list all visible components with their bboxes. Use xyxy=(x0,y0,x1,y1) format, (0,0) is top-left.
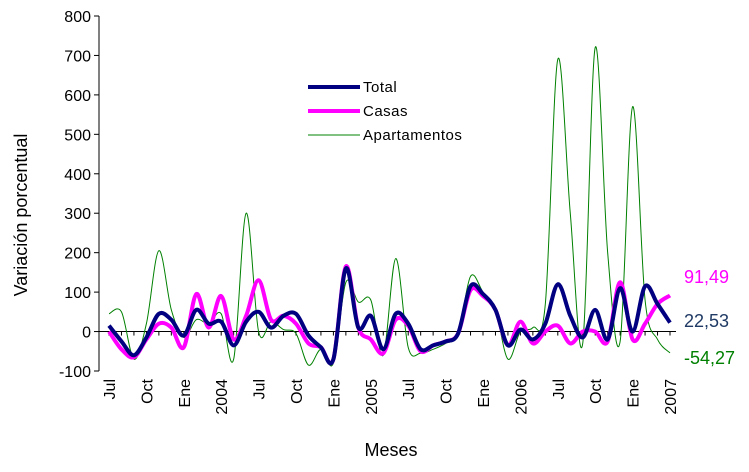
y-tick-label: -100 xyxy=(59,364,91,381)
y-tick-label: 700 xyxy=(64,48,91,65)
y-tick-label: 100 xyxy=(64,285,91,302)
y-tick-label: 200 xyxy=(64,246,91,263)
legend-label-apartamentos: Apartamentos xyxy=(363,127,462,144)
x-tick-label: 2005 xyxy=(364,379,381,415)
x-tick-label: Ene xyxy=(177,379,194,408)
y-tick-label: 600 xyxy=(64,88,91,105)
y-axis-title: Variación porcentual xyxy=(11,134,31,297)
series-line-total xyxy=(107,266,672,366)
end-label-apartamentos: -54,27 xyxy=(684,348,735,368)
y-axis: -100 0 100 200 300 400 500 600 700 800 xyxy=(59,9,100,381)
x-tick-label: Ene xyxy=(326,379,343,408)
series-line-apartamentos xyxy=(108,46,671,367)
x-tick-label: Jul xyxy=(102,379,119,399)
legend-label-total: Total xyxy=(363,79,397,96)
end-label-casas: 91,49 xyxy=(684,267,729,287)
y-tick-label: 500 xyxy=(64,127,91,144)
y-tick-label: 300 xyxy=(64,206,91,223)
x-tick-labels: Jul Oct Ene 2004 Jul Oct Ene 2005 Jul Oct Ene 2006 J… xyxy=(102,378,680,414)
x-tick-label: Jul xyxy=(401,379,418,399)
y-tick-label: 0 xyxy=(82,325,91,342)
y-tick-label: 800 xyxy=(64,9,91,26)
end-label-total: 22,53 xyxy=(684,311,729,331)
y-tick-label: 400 xyxy=(64,167,91,184)
legend: Total Casas Apartamentos xyxy=(308,79,462,144)
x-tick-label: Oct xyxy=(588,378,605,403)
x-tick-label: 2007 xyxy=(663,379,680,415)
series-layer xyxy=(107,46,672,367)
x-tick-label: Ene xyxy=(626,379,643,408)
x-tick-label: 2006 xyxy=(513,379,530,415)
x-tick-label: Jul xyxy=(252,379,269,399)
x-tick-label: 2004 xyxy=(214,379,231,415)
x-axis-title: Meses xyxy=(364,440,417,460)
x-tick-label: Oct xyxy=(289,378,306,403)
x-tick-label: Oct xyxy=(439,378,456,403)
legend-label-casas: Casas xyxy=(363,103,408,120)
x-tick-label: Ene xyxy=(476,379,493,408)
x-tick-label: Oct xyxy=(139,378,156,403)
x-tick-label: Jul xyxy=(551,379,568,399)
